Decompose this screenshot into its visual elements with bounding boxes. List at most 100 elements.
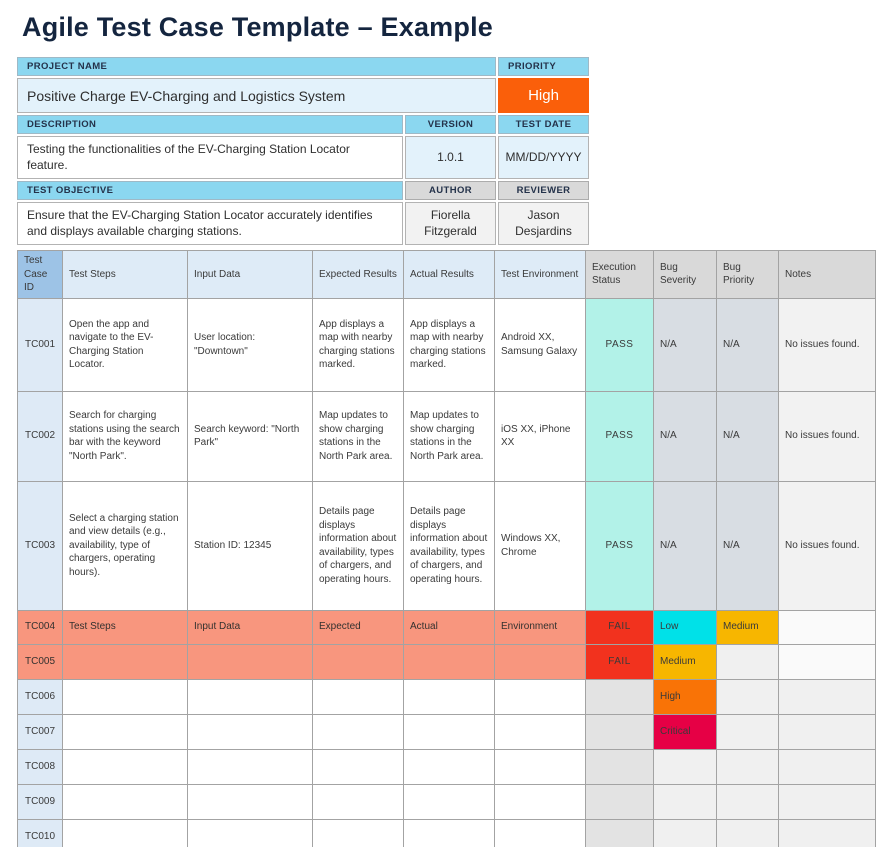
cell-actual-results xyxy=(403,643,495,680)
cell-notes xyxy=(778,643,876,680)
cell-actual-results xyxy=(403,818,495,847)
cell-test-steps: Test Steps xyxy=(62,609,188,645)
version-label: VERSION xyxy=(405,115,496,134)
header-bug-priority: Bug Priority xyxy=(716,250,779,299)
table-row: TC007 Critical xyxy=(17,713,876,750)
cell-bug-priority: Medium xyxy=(716,609,779,645)
cell-expected-results: Expected xyxy=(312,609,404,645)
cell-bug-severity: N/A xyxy=(653,480,717,611)
cell-test-case-id: TC006 xyxy=(17,678,63,715)
cell-test-case-id: TC002 xyxy=(17,390,63,482)
cell-notes: No issues found. xyxy=(778,480,876,611)
reviewer-label: REVIEWER xyxy=(498,181,589,200)
header-bug-severity: Bug Severity xyxy=(653,250,717,299)
cell-actual-results xyxy=(403,783,495,820)
test-case-rows: TC001 Open the app and navigate to the EV… xyxy=(17,297,876,847)
table-header-row: Test Case ID Test Steps Input Data Expec… xyxy=(17,250,876,299)
header-notes: Notes xyxy=(778,250,876,299)
cell-test-steps: Open the app and navigate to the EV-Char… xyxy=(62,297,188,392)
cell-test-case-id: TC005 xyxy=(17,643,63,680)
cell-input-data xyxy=(187,783,313,820)
cell-execution-status xyxy=(585,678,654,715)
cell-test-case-id: TC010 xyxy=(17,818,63,847)
cell-test-environment xyxy=(494,713,586,750)
cell-input-data: User location: "Downtown" xyxy=(187,297,313,392)
cell-test-case-id: TC009 xyxy=(17,783,63,820)
table-row: TC005 FAIL Medium xyxy=(17,643,876,680)
cell-bug-priority xyxy=(716,713,779,750)
cell-input-data xyxy=(187,678,313,715)
cell-execution-status xyxy=(585,783,654,820)
cell-notes: No issues found. xyxy=(778,390,876,482)
cell-execution-status xyxy=(585,713,654,750)
cell-expected-results: App displays a map with nearby charging … xyxy=(312,297,404,392)
cell-execution-status: PASS xyxy=(585,390,654,482)
cell-test-steps xyxy=(62,643,188,680)
priority-label: PRIORITY xyxy=(498,57,589,76)
cell-execution-status: PASS xyxy=(585,297,654,392)
cell-bug-severity: N/A xyxy=(653,297,717,392)
cell-test-case-id: TC003 xyxy=(17,480,63,611)
cell-test-steps: Search for charging stations using the s… xyxy=(62,390,188,482)
cell-test-environment xyxy=(494,643,586,680)
cell-test-environment xyxy=(494,818,586,847)
cell-test-environment: iOS XX, iPhone XX xyxy=(494,390,586,482)
cell-execution-status: FAIL xyxy=(585,609,654,645)
cell-test-steps xyxy=(62,713,188,750)
cell-bug-priority xyxy=(716,783,779,820)
cell-test-environment: Windows XX, Chrome xyxy=(494,480,586,611)
project-info-panel: PROJECT NAME PRIORITY Positive Charge EV… xyxy=(17,57,589,245)
cell-notes xyxy=(778,818,876,847)
test-objective-value: Ensure that the EV-Charging Station Loca… xyxy=(17,202,403,245)
cell-test-case-id: TC008 xyxy=(17,748,63,785)
cell-test-environment: Environment xyxy=(494,609,586,645)
header-input-data: Input Data xyxy=(187,250,313,299)
cell-input-data: Station ID: 12345 xyxy=(187,480,313,611)
cell-expected-results xyxy=(312,783,404,820)
cell-input-data xyxy=(187,713,313,750)
cell-bug-severity xyxy=(653,818,717,847)
page-title: Agile Test Case Template – Example xyxy=(22,12,493,42)
header-test-case-id: Test Case ID xyxy=(17,250,63,299)
cell-execution-status xyxy=(585,818,654,847)
cell-test-case-id: TC001 xyxy=(17,297,63,392)
test-case-table: Test Case ID Test Steps Input Data Expec… xyxy=(17,250,876,847)
reviewer-value: Jason Desjardins xyxy=(498,202,589,245)
cell-bug-severity: Medium xyxy=(653,643,717,680)
cell-bug-priority xyxy=(716,818,779,847)
cell-test-steps: Select a charging station and view detai… xyxy=(62,480,188,611)
test-date-label: TEST DATE xyxy=(498,115,589,134)
cell-notes xyxy=(778,713,876,750)
project-name-value: Positive Charge EV-Charging and Logistic… xyxy=(17,78,496,113)
cell-actual-results xyxy=(403,748,495,785)
description-label: DESCRIPTION xyxy=(17,115,403,134)
cell-input-data: Input Data xyxy=(187,609,313,645)
cell-notes: No issues found. xyxy=(778,297,876,392)
cell-input-data: Search keyword: "North Park" xyxy=(187,390,313,482)
cell-notes xyxy=(778,783,876,820)
cell-expected-results xyxy=(312,748,404,785)
author-value: Fiorella Fitzgerald xyxy=(405,202,496,245)
cell-test-steps xyxy=(62,748,188,785)
cell-bug-severity: Low xyxy=(653,609,717,645)
test-date-value: MM/DD/YYYY xyxy=(498,136,589,179)
cell-actual-results: Details page displays information about … xyxy=(403,480,495,611)
cell-actual-results xyxy=(403,678,495,715)
cell-test-environment xyxy=(494,783,586,820)
cell-input-data xyxy=(187,643,313,680)
cell-test-environment xyxy=(494,678,586,715)
cell-bug-severity: N/A xyxy=(653,390,717,482)
table-row: TC004 Test Steps Input Data Expected Actual E… xyxy=(17,609,876,645)
table-row: TC002 Search for charging stations using … xyxy=(17,390,876,482)
cell-execution-status: PASS xyxy=(585,480,654,611)
table-row: TC010 xyxy=(17,818,876,847)
cell-test-steps xyxy=(62,678,188,715)
project-name-label: PROJECT NAME xyxy=(17,57,496,76)
cell-test-case-id: TC004 xyxy=(17,609,63,645)
table-row: TC008 xyxy=(17,748,876,785)
cell-input-data xyxy=(187,818,313,847)
cell-bug-priority: N/A xyxy=(716,297,779,392)
cell-bug-severity: Critical xyxy=(653,713,717,750)
version-value: 1.0.1 xyxy=(405,136,496,179)
